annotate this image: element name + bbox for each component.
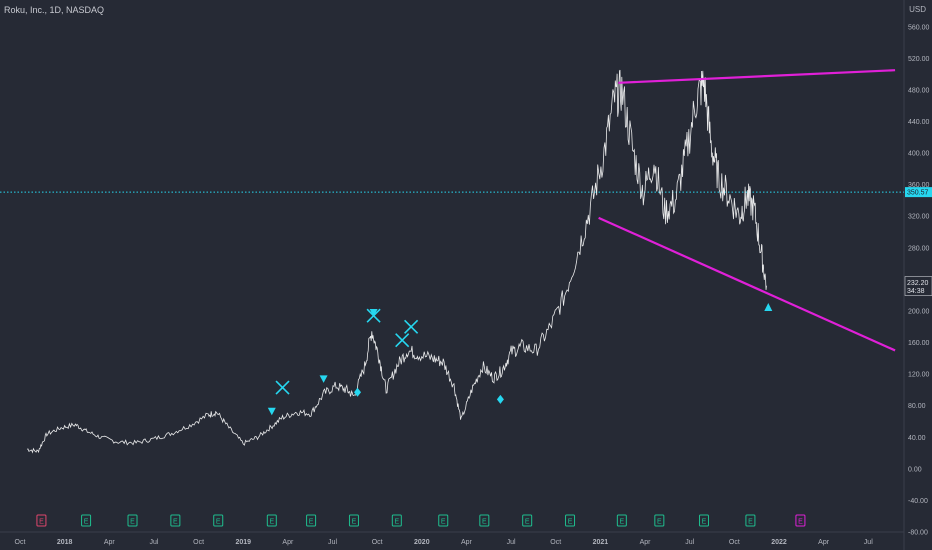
signal-x-marker bbox=[395, 333, 410, 348]
x-tick-label: 2021 bbox=[593, 539, 609, 546]
y-tick-label: 0.00 bbox=[908, 466, 922, 473]
earnings-event-label: E bbox=[130, 519, 135, 526]
signal-triangle-down-marker bbox=[267, 407, 276, 416]
y-tick-label: -40.00 bbox=[908, 498, 928, 505]
x-tick-label: Apr bbox=[818, 539, 830, 546]
earnings-event-badge[interactable] bbox=[745, 514, 756, 527]
level-price-label: 350.57 bbox=[907, 190, 929, 197]
chart-title: Roku, Inc., 1D, NASDAQ bbox=[4, 5, 105, 15]
y-tick-label: 360.00 bbox=[908, 182, 930, 189]
x-tick-label: Jul bbox=[685, 539, 694, 546]
x-tick-label: Oct bbox=[729, 539, 740, 546]
upper-trendline[interactable] bbox=[618, 69, 896, 84]
earnings-event-label: E bbox=[525, 519, 530, 526]
earnings-event-label: E bbox=[352, 519, 357, 526]
last-price-tag bbox=[904, 276, 932, 296]
x-tick-label: Jul bbox=[328, 539, 337, 546]
x-tick-label: 2020 bbox=[414, 539, 430, 546]
y-tick-label: 40.00 bbox=[908, 435, 926, 442]
earnings-event-label: E bbox=[619, 519, 624, 526]
earnings-event-badge[interactable] bbox=[654, 514, 665, 527]
x-tick-label: Jul bbox=[864, 539, 873, 546]
earnings-event-badge[interactable] bbox=[348, 514, 359, 527]
earnings-event-label: E bbox=[84, 519, 89, 526]
earnings-event-badge[interactable] bbox=[36, 514, 47, 527]
y-tick-label: 160.00 bbox=[908, 340, 930, 347]
earnings-event-badge[interactable] bbox=[306, 514, 317, 527]
earnings-event-label: E bbox=[394, 519, 399, 526]
x-tick-label: Oct bbox=[372, 539, 383, 546]
x-tick-label: Oct bbox=[550, 539, 561, 546]
y-tick-label: 200.00 bbox=[908, 308, 930, 315]
earnings-event-badge[interactable] bbox=[127, 514, 138, 527]
last-price-label: 232.20 bbox=[907, 280, 929, 287]
x-tick-label: 2018 bbox=[57, 539, 73, 546]
signal-diamond-marker bbox=[354, 387, 362, 397]
lower-trendline[interactable] bbox=[598, 216, 896, 352]
earnings-event-label: E bbox=[702, 519, 707, 526]
y-tick-label: 120.00 bbox=[908, 372, 930, 379]
earnings-event-label: E bbox=[482, 519, 487, 526]
x-tick-label: Apr bbox=[282, 539, 294, 546]
signal-triangle-down-marker bbox=[319, 375, 328, 383]
price-series-line bbox=[27, 69, 767, 454]
earnings-event-badge[interactable] bbox=[266, 514, 277, 527]
y-tick-label: 520.00 bbox=[908, 56, 930, 63]
earnings-event-badge[interactable] bbox=[565, 514, 576, 527]
earnings-event-badge[interactable] bbox=[698, 514, 709, 527]
earnings-event-badge[interactable] bbox=[213, 514, 224, 527]
bar-countdown-label: 34:38 bbox=[907, 288, 925, 295]
y-tick-label: 440.00 bbox=[908, 119, 930, 126]
earnings-event-label: E bbox=[798, 519, 803, 526]
earnings-event-badge[interactable] bbox=[170, 514, 181, 527]
earnings-event-label: E bbox=[216, 519, 221, 526]
earnings-event-badge[interactable] bbox=[438, 514, 449, 527]
earnings-event-badge[interactable] bbox=[616, 514, 627, 527]
currency-label: USD bbox=[909, 5, 926, 14]
earnings-event-badge[interactable] bbox=[391, 514, 402, 527]
x-tick-label: 2019 bbox=[235, 539, 251, 546]
x-tick-label: Apr bbox=[104, 539, 116, 546]
signal-triangle-down-marker bbox=[369, 309, 378, 317]
earnings-event-label: E bbox=[173, 519, 178, 526]
signal-x-marker bbox=[275, 380, 290, 395]
earnings-event-badge[interactable] bbox=[795, 514, 806, 527]
x-tick-label: Jul bbox=[507, 539, 516, 546]
signal-triangle-up-marker bbox=[764, 303, 773, 312]
earnings-event-badge[interactable] bbox=[522, 514, 533, 527]
earnings-event-label: E bbox=[39, 519, 44, 526]
x-tick-label: Oct bbox=[193, 539, 204, 546]
y-tick-label: -80.00 bbox=[908, 530, 928, 537]
y-tick-label: 560.00 bbox=[908, 24, 930, 31]
level-price-tag bbox=[905, 187, 932, 198]
earnings-event-label: E bbox=[568, 519, 573, 526]
y-tick-label: 320.00 bbox=[908, 214, 930, 221]
signal-diamond-marker bbox=[496, 394, 504, 404]
earnings-event-badge[interactable] bbox=[479, 514, 490, 527]
x-tick-label: Apr bbox=[640, 539, 652, 546]
earnings-event-label: E bbox=[441, 519, 446, 526]
earnings-event-badge[interactable] bbox=[81, 514, 92, 527]
y-tick-label: 400.00 bbox=[908, 151, 930, 158]
earnings-event-label: E bbox=[309, 519, 314, 526]
x-tick-label: Apr bbox=[461, 539, 473, 546]
y-tick-label: 280.00 bbox=[908, 245, 930, 252]
earnings-event-label: E bbox=[657, 519, 662, 526]
y-tick-label: 80.00 bbox=[908, 403, 926, 410]
signal-x-marker bbox=[404, 319, 419, 334]
y-tick-label: 480.00 bbox=[908, 87, 930, 94]
earnings-event-label: E bbox=[748, 519, 753, 526]
x-tick-label: 2022 bbox=[771, 539, 787, 546]
x-tick-label: Jul bbox=[149, 539, 158, 546]
earnings-event-label: E bbox=[269, 519, 274, 526]
x-tick-label: Oct bbox=[15, 539, 26, 546]
